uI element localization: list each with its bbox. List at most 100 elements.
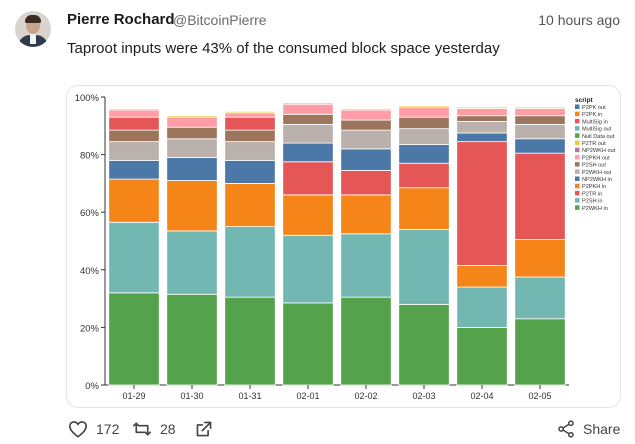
legend-swatch: [575, 140, 580, 145]
x-tick-label: 02-03: [412, 391, 435, 401]
bar-segment: [108, 116, 160, 131]
legend-swatch: [575, 169, 580, 174]
avatar[interactable]: [15, 11, 51, 47]
legend-label: P2TR out: [582, 141, 606, 147]
share-label: Share: [583, 421, 621, 437]
bar-segment: [108, 109, 160, 118]
author-handle[interactable]: @BitcoinPierre: [173, 12, 267, 28]
bar-segment: [108, 159, 160, 180]
bar-segment: [166, 138, 218, 158]
x-tick-label: 01-31: [238, 391, 261, 401]
bar-segment: [282, 123, 334, 144]
legend-swatch: [575, 118, 580, 124]
bar-segment: [282, 161, 334, 196]
bar-segment: [224, 296, 276, 386]
open-link-button[interactable]: [195, 420, 213, 438]
legend-label: P2PK out: [582, 105, 606, 111]
bar-segment: [514, 106, 566, 109]
bar-segment: [398, 116, 450, 130]
bar-segment: [514, 123, 566, 140]
legend-label: P2TR in: [582, 191, 602, 197]
bar-segment: [282, 102, 334, 105]
bar-segment: [340, 233, 392, 298]
bar-segment: [224, 129, 276, 143]
bar-segment: [340, 170, 392, 196]
x-tick-label: 02-01: [296, 391, 319, 401]
legend-swatch: [575, 176, 580, 181]
bar-segment: [340, 109, 392, 121]
external-link-icon: [196, 421, 212, 437]
bar-segment: [166, 293, 218, 386]
bar-segment: [282, 103, 334, 115]
legend-label: P2SH out: [582, 163, 606, 169]
bar-segment: [282, 113, 334, 125]
bar-segment: [166, 115, 218, 118]
legend-swatch: [575, 147, 580, 153]
bar-segment: [108, 221, 160, 294]
bar-segment: [108, 141, 160, 161]
bar-segment: [456, 141, 508, 266]
chart-image[interactable]: 0% 20% 40% 60% 80% 100% 01-29 01-30 01-31 02-01 02…: [66, 85, 621, 408]
bar-segment: [514, 115, 566, 125]
legend-swatch: [575, 154, 580, 160]
legend-label: P2WKH out: [582, 170, 612, 176]
bar-segment: [224, 183, 276, 228]
legend-label: P2PKH in: [582, 184, 606, 190]
bar-segment: [456, 121, 508, 134]
legend-label: NP2WKH out: [582, 148, 616, 154]
y-tick-label: 20%: [80, 323, 100, 334]
bar-segment: [340, 296, 392, 386]
bar-segment: [224, 112, 276, 118]
legend-label: NP2WKH in: [582, 177, 612, 183]
retweet-button[interactable]: 28: [132, 420, 176, 438]
bar-segment: [456, 132, 508, 143]
bar-segment: [108, 178, 160, 223]
x-tick-label: 02-04: [470, 391, 493, 401]
bar-segment: [340, 108, 392, 111]
legend-swatch: [575, 162, 580, 167]
bar-segment: [282, 234, 334, 304]
author-name[interactable]: Pierre Rochard: [67, 11, 175, 28]
like-button[interactable]: 172: [68, 420, 119, 438]
bar-segment: [398, 105, 450, 108]
tweet-text: Taproot inputs were 43% of the consumed …: [67, 40, 500, 57]
legend-swatch: [575, 183, 580, 189]
bar-segment: [398, 187, 450, 230]
legend-swatch: [575, 104, 580, 109]
legend-swatch: [575, 198, 580, 203]
bar-segment: [282, 302, 334, 386]
legend-label: MultiSig out: [582, 127, 612, 133]
x-tick-label: 02-02: [354, 391, 377, 401]
y-tick-label: 60%: [80, 208, 100, 219]
share-button[interactable]: Share: [557, 420, 620, 438]
bar-segment: [514, 138, 566, 154]
bar-segment: [224, 110, 276, 114]
bar-segment: [224, 141, 276, 161]
y-tick-label: 40%: [80, 266, 100, 277]
bar-segment: [456, 326, 508, 386]
bar-segment: [340, 194, 392, 235]
bar-segment: [398, 106, 450, 118]
legend-label: P2WKH in: [582, 206, 608, 212]
bar-segment: [108, 129, 160, 143]
bar-segment: [282, 142, 334, 163]
bar-segment: [224, 116, 276, 131]
legend-swatch: [575, 190, 580, 196]
bar-segment: [282, 194, 334, 236]
bar-segment: [456, 106, 508, 109]
bar-segment: [340, 129, 392, 150]
bar-segment: [514, 239, 566, 278]
bar-segment: [224, 226, 276, 298]
y-tick-label: 80%: [80, 151, 100, 162]
bar-segment: [224, 159, 276, 184]
share-icon: [558, 420, 574, 438]
y-tick-label: 100%: [75, 93, 100, 104]
bar-segment: [166, 126, 218, 140]
bar-segment: [108, 108, 160, 111]
bar-segment: [340, 148, 392, 171]
retweet-icon: [133, 422, 151, 436]
y-tick-label: 0%: [85, 381, 99, 392]
legend-label: P2PK in: [582, 112, 602, 118]
timestamp[interactable]: 10 hours ago: [538, 12, 620, 28]
bar-segment: [166, 157, 218, 181]
